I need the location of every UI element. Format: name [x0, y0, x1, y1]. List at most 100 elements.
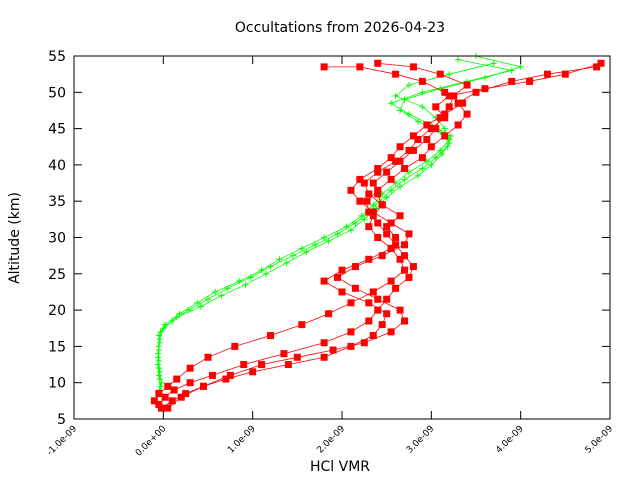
data-point: [170, 386, 178, 394]
y-tick-label: 20: [48, 303, 66, 319]
data-point: [263, 270, 270, 277]
data-point: [387, 154, 395, 162]
data-point: [186, 364, 194, 372]
data-point: [365, 317, 373, 325]
data-point: [409, 263, 417, 271]
data-point: [432, 125, 440, 133]
data-point: [177, 393, 185, 401]
data-point: [247, 274, 254, 281]
data-point: [481, 85, 489, 93]
data-point: [374, 168, 382, 176]
data-point: [347, 342, 355, 350]
data-point: [293, 353, 301, 361]
data-point: [383, 168, 391, 176]
data-point: [432, 154, 439, 161]
data-point: [155, 347, 162, 354]
data-point: [360, 339, 368, 347]
data-point: [409, 63, 417, 71]
data-point: [387, 244, 395, 252]
data-point: [212, 288, 219, 295]
data-point: [374, 190, 382, 198]
data-point: [374, 295, 382, 303]
data-point: [351, 284, 359, 292]
data-point: [161, 393, 169, 401]
data-point: [164, 404, 172, 412]
data-point: [405, 146, 413, 154]
data-point: [463, 81, 471, 89]
data-point: [283, 259, 290, 266]
data-point: [369, 288, 377, 296]
data-point: [369, 179, 377, 187]
data-point: [418, 154, 426, 162]
data-point: [388, 187, 395, 194]
data-point: [437, 85, 444, 92]
data-point: [401, 266, 409, 274]
data-point: [441, 125, 448, 132]
data-point: [226, 371, 234, 379]
data-point: [369, 208, 377, 216]
data-point: [392, 157, 400, 165]
data-point: [383, 310, 391, 318]
data-point: [414, 118, 421, 125]
data-point: [298, 245, 305, 252]
data-point: [320, 353, 328, 361]
data-point: [387, 328, 395, 336]
data-point: [405, 230, 413, 238]
data-point: [423, 121, 431, 129]
data-point: [200, 382, 208, 390]
data-point: [397, 183, 404, 190]
data-point: [365, 208, 373, 216]
data-point: [396, 306, 404, 314]
data-point: [204, 353, 212, 361]
data-point: [561, 70, 569, 78]
data-point: [160, 325, 167, 332]
data-point: [383, 223, 391, 231]
data-point: [447, 132, 454, 139]
data-point: [406, 82, 412, 89]
data-point: [347, 186, 355, 194]
data-point: [463, 110, 471, 118]
data-point: [455, 56, 462, 63]
data-point: [320, 63, 328, 71]
data-point: [409, 132, 417, 140]
data-point: [490, 60, 497, 67]
data-point: [401, 241, 409, 249]
data-point: [205, 296, 211, 303]
data-point: [374, 165, 382, 173]
data-point: [387, 175, 395, 183]
data-point: [597, 59, 605, 67]
data-point: [208, 371, 216, 379]
data-point: [231, 342, 239, 350]
data-point: [325, 310, 333, 318]
data-point: [224, 285, 231, 292]
data-point: [374, 234, 382, 241]
data-point: [454, 99, 462, 107]
data-point: [383, 295, 391, 303]
data-point: [222, 375, 230, 383]
data-point: [334, 273, 342, 281]
data-point: [401, 176, 408, 183]
data-point: [334, 230, 341, 237]
data-point: [173, 314, 180, 321]
data-point: [157, 328, 164, 335]
data-point: [387, 219, 395, 227]
data-point: [280, 350, 288, 358]
data-point: [436, 114, 444, 122]
data-point: [173, 375, 181, 383]
data-point: [155, 357, 162, 364]
data-point: [156, 336, 163, 343]
data-point: [383, 230, 391, 238]
data-point: [378, 321, 386, 329]
data-point: [401, 96, 408, 103]
data-point: [444, 143, 451, 150]
data-point: [401, 252, 409, 260]
data-point: [481, 74, 488, 81]
data-point: [168, 397, 176, 405]
data-point: [363, 197, 371, 205]
y-tick-label: 10: [48, 376, 66, 392]
data-point: [396, 255, 404, 263]
y-tick-label: 35: [48, 194, 66, 210]
data-point: [517, 63, 524, 70]
data-point: [472, 88, 480, 96]
